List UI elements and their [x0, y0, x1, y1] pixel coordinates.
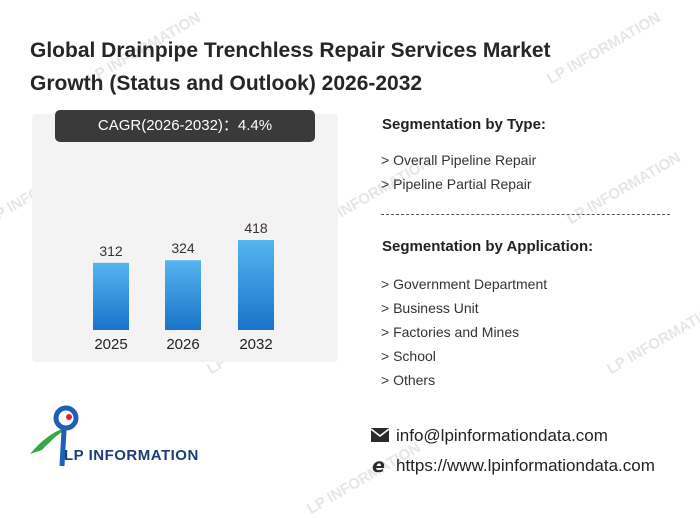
mail-icon	[370, 428, 390, 442]
lp-logo-icon	[30, 405, 79, 467]
segmentation-type-list: > Overall Pipeline Repair > Pipeline Par…	[381, 148, 536, 196]
segmentation-application-list: > Government Department > Business Unit …	[381, 272, 547, 392]
value-label: 324	[171, 240, 195, 256]
divider	[381, 214, 670, 215]
title-line-1: Global Drainpipe Trenchless Repair Servi…	[30, 39, 551, 62]
title-line-2: Growth (Status and Outlook) 2026-2032	[30, 72, 423, 95]
email-link[interactable]: info@lpinformationdata.com	[396, 426, 608, 445]
globe-e-icon: e	[372, 455, 385, 475]
tick-label: 2026	[166, 336, 199, 353]
segmentation-application-title: Segmentation by Application:	[382, 238, 594, 255]
watermark: LP INFORMATION	[604, 299, 700, 378]
list-item: > Pipeline Partial Repair	[381, 176, 532, 192]
tick-label: 2032	[239, 336, 272, 353]
list-item: > Others	[381, 372, 436, 388]
segmentation-type-title: Segmentation by Type:	[382, 116, 546, 133]
svg-text:e: e	[372, 455, 385, 475]
value-label: 312	[99, 243, 123, 259]
logo-text: LP INFORMATION	[64, 447, 199, 464]
watermark: LP INFORMATION	[564, 149, 684, 228]
bar-2025	[93, 262, 129, 330]
tick-label: 2025	[94, 336, 127, 353]
page-title: Global Drainpipe Trenchless Repair Servi…	[30, 34, 680, 100]
list-item: > Overall Pipeline Repair	[381, 152, 537, 168]
cagr-badge: CAGR(2026-2032)：4.4%	[55, 110, 315, 142]
watermark: LP INFORMATION	[304, 439, 424, 518]
list-item: > Business Unit	[381, 300, 479, 316]
website-link[interactable]: https://www.lpinformationdata.com	[396, 456, 655, 475]
bar-chart: 312 2025 324 2026 418 2032	[93, 220, 274, 353]
list-item: > Factories and Mines	[381, 324, 520, 340]
bar-2026	[165, 260, 201, 330]
value-label: 418	[244, 220, 268, 236]
list-item: > School	[381, 348, 436, 364]
list-item: > Government Department	[381, 276, 548, 292]
bar-2032	[238, 240, 274, 330]
